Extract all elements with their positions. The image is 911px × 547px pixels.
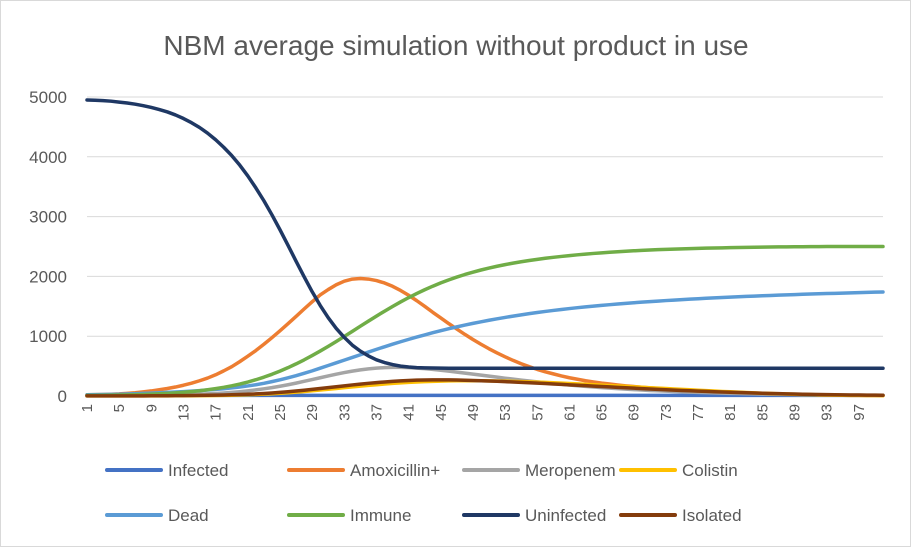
x-tick-label: 5 [111, 404, 128, 412]
legend-label: Uninfected [525, 506, 606, 525]
x-axis: 1 5 9 13 17 21 25 29 33 37 41 45 49 53 57 61 65 69 73 77 81 8… [79, 395, 883, 421]
x-tick-label: 45 [433, 404, 450, 421]
x-tick-label: 53 [497, 404, 514, 421]
series-lines [85, 98, 885, 398]
series-line-isolated [85, 378, 885, 398]
chart-title: NBM average simulation without product i… [163, 30, 748, 61]
x-tick-label: 9 [143, 404, 160, 412]
x-tick-label: 97 [851, 404, 868, 421]
x-tick-label: 65 [594, 404, 611, 421]
legend-item-amoxicillin: Amoxicillin+ [287, 461, 440, 480]
x-tick-label: 1 [79, 404, 96, 412]
x-tick-label: 25 [272, 404, 289, 421]
x-tick-label: 57 [529, 404, 546, 421]
x-tick-label: 37 [368, 404, 385, 421]
series-line-uninfected [85, 98, 885, 370]
x-tick-label: 85 [754, 404, 771, 421]
y-tick-label: 1000 [29, 327, 67, 346]
legend-item-isolated: Isolated [619, 506, 742, 525]
x-tick-label: 69 [626, 404, 643, 421]
x-tick-label: 77 [690, 404, 707, 421]
legend-item-dead: Dead [105, 506, 209, 525]
series-line-immune [85, 244, 885, 398]
x-tick-label: 61 [561, 404, 578, 421]
x-tick-label: 49 [465, 404, 482, 421]
legend-label: Amoxicillin+ [350, 461, 440, 480]
legend: Infected Amoxicillin+ Meropenem Colistin Dea… [105, 461, 742, 525]
x-tick-label: 81 [722, 404, 739, 421]
x-tick-label: 21 [240, 404, 257, 421]
legend-label: Immune [350, 506, 411, 525]
x-tick-label: 33 [336, 404, 353, 421]
y-tick-label: 0 [58, 387, 67, 406]
y-axis: 0 1000 2000 3000 4000 5000 [29, 88, 67, 406]
y-tick-label: 5000 [29, 88, 67, 107]
legend-label: Infected [168, 461, 229, 480]
legend-item-colistin: Colistin [619, 461, 738, 480]
legend-label: Isolated [682, 506, 742, 525]
y-tick-label: 4000 [29, 148, 67, 167]
legend-label: Dead [168, 506, 209, 525]
legend-item-infected: Infected [105, 461, 229, 480]
legend-item-immune: Immune [287, 506, 411, 525]
x-tick-label: 13 [175, 404, 192, 421]
x-tick-label: 17 [208, 404, 225, 421]
y-tick-label: 2000 [29, 267, 67, 286]
legend-label: Colistin [682, 461, 738, 480]
legend-label: Meropenem [525, 461, 616, 480]
legend-item-uninfected: Uninfected [462, 506, 606, 525]
y-tick-label: 3000 [29, 208, 67, 227]
x-tick-label: 73 [658, 404, 675, 421]
x-tick-label: 89 [787, 404, 804, 421]
x-tick-label: 93 [819, 404, 836, 421]
x-tick-label: 41 [401, 404, 418, 421]
legend-item-meropenem: Meropenem [462, 461, 616, 480]
x-tick-label: 29 [304, 404, 321, 421]
